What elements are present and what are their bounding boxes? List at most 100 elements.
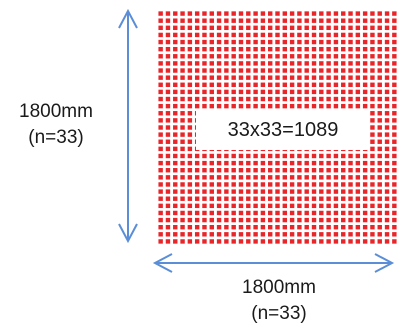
grid-dot	[253, 217, 258, 223]
grid-dot	[311, 39, 317, 45]
grid-dot	[216, 160, 222, 166]
grid-dot	[326, 103, 331, 109]
grid-dot	[370, 146, 375, 152]
grid-dot	[173, 168, 178, 173]
grid-dot	[209, 210, 214, 216]
grid-dot	[246, 54, 251, 59]
grid-dot	[165, 125, 171, 130]
grid-dot	[282, 96, 288, 102]
grid-dot	[362, 32, 368, 38]
grid-dot	[187, 146, 193, 152]
grid-dot	[348, 11, 353, 16]
grid-dot	[209, 160, 214, 166]
grid-dot	[216, 89, 222, 95]
grid-dot	[158, 39, 163, 45]
grid-dot	[158, 96, 163, 102]
grid-dot	[326, 224, 331, 230]
grid-dot	[384, 118, 390, 123]
grid-dot	[333, 25, 339, 31]
grid-dot	[319, 46, 324, 52]
grid-dot	[253, 54, 258, 59]
grid-dot	[158, 168, 163, 173]
grid-dot	[194, 25, 200, 31]
grid-dot	[246, 196, 251, 201]
grid-dot	[202, 39, 207, 45]
grid-dot	[194, 75, 200, 80]
grid-dot	[319, 75, 324, 80]
grid-dot	[165, 239, 171, 244]
grid-dot	[224, 168, 229, 173]
grid-dot	[224, 153, 229, 159]
grid-dot	[311, 68, 317, 73]
grid-dot	[377, 224, 382, 230]
grid-dot	[224, 182, 229, 187]
grid-dot	[253, 18, 258, 23]
grid-dot	[297, 11, 302, 16]
grid-dot	[267, 153, 273, 159]
grid-dot	[333, 182, 339, 187]
grid-dot	[260, 182, 266, 187]
grid-dot	[333, 89, 339, 95]
grid-dot	[231, 75, 236, 80]
grid-dot	[297, 89, 302, 95]
grid-dot	[304, 189, 309, 194]
grid-dot	[187, 168, 193, 173]
grid-dot	[333, 203, 339, 209]
grid-dot	[202, 11, 207, 16]
grid-dot	[348, 196, 353, 201]
grid-dot	[238, 182, 244, 187]
grid-dot	[289, 39, 295, 45]
grid-dot	[180, 111, 185, 116]
grid-dot	[165, 25, 171, 31]
grid-dot	[260, 189, 266, 194]
grid-dot	[392, 210, 397, 216]
grid-dot	[165, 54, 171, 59]
grid-dot	[304, 210, 309, 216]
grid-dot	[370, 39, 375, 45]
grid-dot	[253, 89, 258, 95]
grid-dot	[341, 68, 346, 73]
grid-dot	[311, 46, 317, 52]
grid-dot	[355, 68, 361, 73]
grid-dot	[282, 160, 288, 166]
grid-dot	[384, 25, 390, 31]
grid-dot	[238, 103, 244, 109]
grid-dot	[187, 217, 193, 223]
grid-dot	[304, 25, 309, 31]
grid-dot	[348, 232, 353, 237]
grid-dot	[326, 96, 331, 102]
grid-dot	[267, 196, 273, 201]
grid-dot	[209, 11, 214, 16]
grid-dot	[341, 82, 346, 87]
grid-dot	[297, 196, 302, 201]
grid-dot	[202, 224, 207, 230]
grid-dot	[370, 175, 375, 180]
grid-dot	[297, 39, 302, 45]
grid-dot	[377, 139, 382, 144]
grid-dot	[341, 239, 346, 244]
grid-dot	[377, 68, 382, 73]
grid-dot	[275, 224, 280, 230]
grid-dot	[319, 175, 324, 180]
grid-dot	[392, 46, 397, 52]
grid-dot	[289, 82, 295, 87]
grid-dot	[187, 125, 193, 130]
grid-dot	[231, 224, 236, 230]
grid-dot	[333, 11, 339, 16]
grid-dot	[209, 89, 214, 95]
grid-dot	[246, 82, 251, 87]
grid-dot	[158, 32, 163, 38]
grid-dot	[231, 153, 236, 159]
grid-dot	[187, 54, 193, 59]
grid-dot	[238, 153, 244, 159]
grid-dot	[158, 75, 163, 80]
grid-dot	[370, 224, 375, 230]
grid-dot	[304, 32, 309, 38]
grid-dot	[341, 189, 346, 194]
grid-dot	[370, 68, 375, 73]
grid-dot	[209, 203, 214, 209]
grid-dot	[311, 89, 317, 95]
grid-dot	[370, 139, 375, 144]
grid-dot	[173, 125, 178, 130]
grid-dot	[187, 196, 193, 201]
